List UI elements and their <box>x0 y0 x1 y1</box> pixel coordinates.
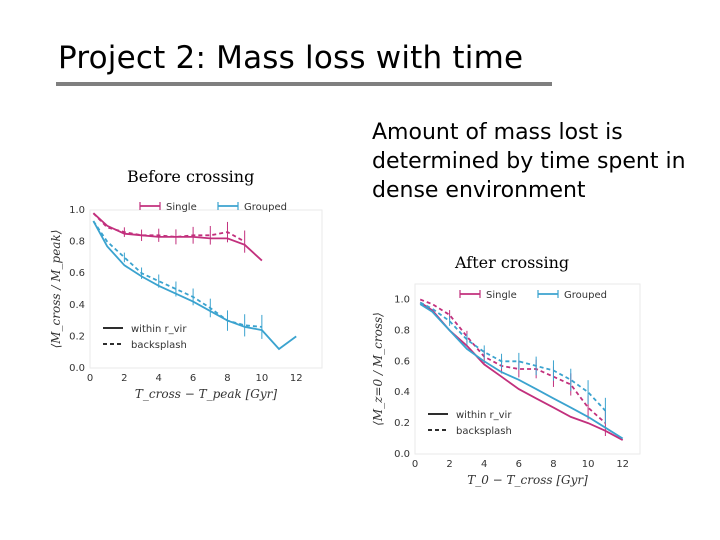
series-line <box>92 220 262 328</box>
legend-label: Single <box>166 202 197 213</box>
series-line <box>419 298 607 424</box>
y-tick-label: 0.4 <box>394 387 410 398</box>
caption-before-crossing: Before crossing <box>127 167 255 186</box>
y-axis-label: ⟨M_z=0 / M_cross⟩ <box>371 312 385 426</box>
y-axis-label: ⟨M_cross / M_peak⟩ <box>49 230 63 349</box>
x-tick-label: 8 <box>550 459 556 470</box>
x-tick-label: 6 <box>190 373 196 384</box>
y-tick-label: 0.8 <box>69 237 85 248</box>
y-tick-label: 0.0 <box>69 363 85 374</box>
x-tick-label: 2 <box>121 373 127 384</box>
legend-label: backsplash <box>131 340 187 351</box>
y-tick-label: 1.0 <box>69 205 85 216</box>
plot-frame <box>414 283 641 455</box>
x-tick-label: 10 <box>255 373 268 384</box>
y-tick-label: 0.2 <box>69 331 85 342</box>
series-line <box>419 303 624 440</box>
title-underline <box>56 82 552 86</box>
description-text: Amount of mass lost is determined by tim… <box>372 120 686 203</box>
x-tick-label: 12 <box>616 459 629 470</box>
x-tick-label: 4 <box>156 373 162 384</box>
x-axis-label: T_0 − T_cross [Gyr] <box>467 473 588 487</box>
series-line <box>92 212 246 243</box>
x-tick-label: 4 <box>481 459 487 470</box>
legend-label: Grouped <box>244 202 287 213</box>
legend-label: Single <box>486 290 517 301</box>
plot-frame <box>89 209 323 369</box>
series-line <box>419 301 607 412</box>
legend-label: backsplash <box>456 426 512 437</box>
y-tick-label: 0.4 <box>69 300 85 311</box>
chart-before-crossing: 0 2 4 6 8 10 12 0.0 0.2 0.4 0.6 0.8 1.0 T_cross − T_p… <box>49 202 323 401</box>
y-tick-label: 0.0 <box>394 449 410 460</box>
x-tick-label: 10 <box>582 459 595 470</box>
x-tick-label: 2 <box>446 459 452 470</box>
x-tick-label: 6 <box>516 459 522 470</box>
x-axis-label: T_cross − T_peak [Gyr] <box>135 387 277 401</box>
y-tick-label: 0.2 <box>394 418 410 429</box>
x-tick-label: 8 <box>224 373 230 384</box>
x-tick-label: 0 <box>87 373 93 384</box>
series-line <box>92 220 297 351</box>
x-tick-label: 0 <box>412 459 418 470</box>
chart-after-crossing: 0 2 4 6 8 10 12 0.0 0.2 0.4 0.6 0.8 1.0 T_0 − T_cross… <box>371 283 641 487</box>
legend-label: within r_vir <box>456 410 512 421</box>
y-tick-label: 0.8 <box>394 325 410 336</box>
x-tick-label: 12 <box>290 373 303 384</box>
y-tick-label: 0.6 <box>69 268 85 279</box>
legend-label: within r_vir <box>131 324 187 335</box>
y-tick-label: 0.6 <box>394 356 410 367</box>
caption-after-crossing: After crossing <box>455 253 570 272</box>
y-tick-label: 1.0 <box>394 294 410 305</box>
slide-title: Project 2: Mass loss with time <box>58 40 524 76</box>
legend-label: Grouped <box>564 290 607 301</box>
